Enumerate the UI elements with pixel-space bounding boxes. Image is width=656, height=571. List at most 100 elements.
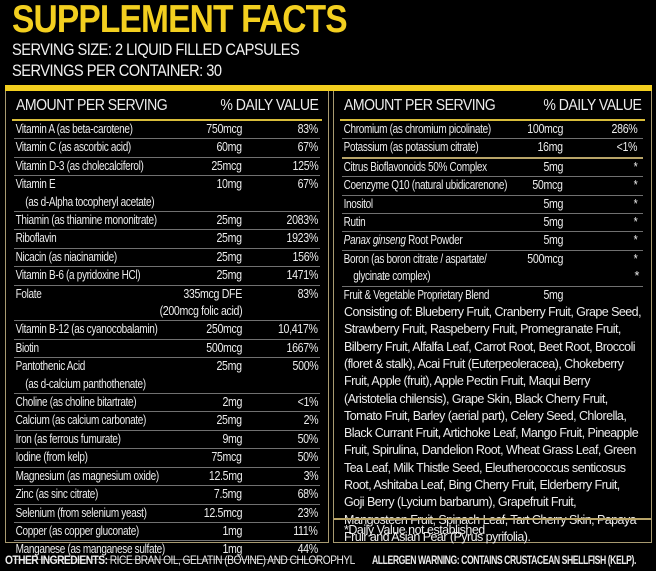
nutrient-amount: 25mg: [216, 213, 243, 228]
nutrient-name: Vitamin C (as ascorbic acid): [15, 140, 132, 155]
nutrient-name: Copper (as copper gluconate): [15, 523, 140, 538]
nutrient-daily-value: *: [633, 196, 637, 211]
column-header: AMOUNT PER SERVING % DAILY VALUE: [16, 97, 319, 119]
nutrient-amount: 5mg: [543, 159, 563, 174]
nutrient-name-detail: (as d-calcium panthothenate): [25, 376, 146, 391]
nutrient-name: Vitamin E: [15, 177, 56, 192]
nutrient-daily-value: 1923%: [286, 231, 319, 246]
nutrient-row: Folate 335mcg DFE (200mcg folic acid) 83%: [14, 286, 320, 322]
nutrient-amount: 250mcg: [206, 322, 242, 337]
nutrient-daily-value: 50%: [297, 450, 319, 465]
nutrient-row: Vitamin E (as d-Alpha tocopheryl acetate)…: [14, 176, 320, 213]
nutrient-amount: 12.5mg: [208, 468, 243, 483]
nutrient-row: Rutin 5mg *: [342, 214, 643, 233]
nutrient-amount: 5mg: [543, 215, 563, 230]
nutrient-amount: 335mcg DFE: [183, 286, 242, 301]
nutrient-name: Iron (as ferrous fumurate): [15, 431, 121, 446]
nutrient-daily-value: 1471%: [286, 268, 319, 283]
nutrient-row: Calcium (as calcium carbonate) 25mg 2%: [14, 412, 320, 431]
nutrient-row: Panax ginseng Root Powder 5mg *: [342, 232, 643, 251]
nutrient-name: Boron (as boron citrate / aspartate/: [343, 251, 487, 266]
page-title: SUPPLEMENT FACTS: [12, 0, 348, 41]
nutrient-amount: 750mcg: [206, 122, 242, 136]
nutrient-amount: 1mg: [222, 542, 242, 557]
nutrient-amount: 25mg: [216, 249, 243, 264]
nutrient-amount: 2mg: [222, 395, 242, 410]
nutrient-row: Nicacin (as niacinamide) 25mg 156%: [14, 249, 320, 268]
nutrient-amount: 7.5mg: [214, 487, 242, 502]
nutrient-amount: 25mg: [216, 231, 243, 246]
nutrient-amount: 10mg: [216, 177, 243, 192]
nutrient-daily-value: 68%: [297, 487, 319, 502]
nutrient-daily-value: 3%: [303, 468, 318, 483]
nutrient-name: Selenium (from selenium yeast): [15, 505, 147, 520]
nutrient-amount: 500mcg: [527, 251, 563, 266]
nutrient-amount: 500mcg: [206, 340, 242, 355]
nutrient-row: Manganese (as manganese sulfate) 1mg 44%: [14, 541, 320, 560]
nutrient-row: Magnesium (as magnesium oxide) 12.5mg 3%: [14, 468, 320, 487]
nutrient-name: Iodine (from kelp): [15, 450, 88, 465]
nutrient-amount: 100mcg: [527, 122, 563, 136]
nutrient-name: Vitamin B-6 (a pyridoxine HCl): [15, 268, 141, 283]
nutrient-name: Magnesium (as magnesium oxide): [15, 468, 160, 483]
footnote-divider: [334, 518, 651, 520]
header-divider: [5, 85, 652, 91]
nutrient-row: Riboflavin 25mg 1923%: [14, 230, 320, 249]
nutrient-name: Manganese (as manganese sulfate): [15, 542, 166, 557]
column-header: AMOUNT PER SERVING % DAILY VALUE: [344, 97, 642, 119]
nutrient-amount: 5mg: [543, 196, 563, 211]
nutrient-row: Vitamin A (as beta-carotene) 750mcg 83%: [14, 121, 320, 140]
nutrient-amount: 16mg: [537, 140, 564, 155]
nutrient-amount-detail: (200mcg folic acid): [159, 304, 242, 319]
nutrient-daily-value: *: [633, 178, 637, 193]
nutrient-row: Thiamin (as thiamine mononitrate) 25mg 208…: [14, 212, 320, 231]
other-ingredients-text: RICE BRAN OIL, GELATIN (BOVINE) AND CHLO…: [107, 553, 356, 567]
nutrient-daily-value: 286%: [611, 122, 637, 136]
nutrient-row: Biotin 500mcg 1667%: [14, 340, 320, 359]
header-line: [12, 119, 322, 121]
nutrient-amount: 1mg: [222, 523, 242, 538]
nutrient-row: Coenzyme Q10 (natural ubidicarenone) 50mc…: [342, 177, 643, 196]
nutrient-row: Vitamin D-3 (as cholecalciferol) 25mcg 125…: [14, 158, 320, 177]
nutrient-daily-value: 44%: [297, 542, 319, 557]
nutrient-daily-value: 10,417%: [278, 322, 318, 337]
amount-header: AMOUNT PER SERVING: [16, 97, 168, 114]
other-ingredients-label: OTHER INGREDIENTS:: [5, 553, 108, 567]
nutrient-daily-value: 67%: [297, 177, 319, 192]
nutrient-name: Zinc (as sinc citrate): [15, 487, 99, 502]
nutrient-row: Vitamin B-6 (a pyridoxine HCl) 25mg 1471%: [14, 267, 320, 286]
nutrient-name: Calcium (as calcium carbonate): [15, 413, 147, 428]
nutrient-name: Thiamin (as thiamine mononitrate): [15, 213, 157, 228]
left-facts-panel: AMOUNT PER SERVING % DAILY VALUE Vitamin…: [5, 91, 329, 560]
nutrient-row: Iodine (from kelp) 75mcg 50%: [14, 449, 320, 468]
nutrient-row: Potassium (as potassium citrate) 16mg <1%: [342, 139, 643, 159]
nutrient-amount: 75mcg: [211, 450, 243, 465]
nutrient-row: Vitamin B-12 (as cyanocobalamin) 250mcg 10…: [14, 321, 320, 340]
nutrient-amount: 12.5mcg: [203, 505, 243, 520]
nutrient-name: Potassium (as potassium citrate): [343, 140, 479, 155]
nutrient-amount: 25mcg: [211, 158, 243, 173]
nutrient-amount: 60mg: [216, 140, 243, 155]
nutrient-row: Pantothenic Acid (as d-calcium panthothen…: [14, 358, 320, 395]
nutrient-name: Vitamin D-3 (as cholecalciferol): [15, 158, 144, 173]
dv-header: % DAILY VALUE: [542, 97, 642, 114]
nutrient-daily-value: <1%: [616, 140, 637, 155]
nutrient-name-detail: (as d-Alpha tocopheryl acetate): [25, 194, 155, 209]
serving-size: SERVING SIZE: 2 LIQUID FILLED CAPSULES: [12, 40, 300, 59]
nutrient-daily-value: 125%: [292, 158, 318, 173]
nutrient-name: Citrus Bioflavonoids 50% Complex: [343, 159, 487, 174]
nutrient-row: Zinc (as sinc citrate) 7.5mg 68%: [14, 486, 320, 505]
nutrient-amount: 5mg: [543, 233, 563, 248]
nutrient-row: Iron (as ferrous fumurate) 9mg 50%: [14, 431, 320, 450]
nutrient-row: Chromium (as chromium picolinate) 100mcg 2…: [342, 121, 643, 140]
nutrient-amount: 25mg: [216, 413, 243, 428]
blend-name: Fruit & Vegetable Proprietary Blend: [343, 287, 490, 302]
blend-row: Fruit & Vegetable Proprietary Blend 5mg: [342, 287, 643, 304]
nutrient-daily-value: 83%: [297, 286, 319, 301]
nutrient-daily-value: <1%: [297, 395, 318, 410]
nutrient-daily-value: 67%: [297, 140, 319, 155]
nutrient-daily-value: 1667%: [286, 340, 319, 355]
nutrient-name: Rutin: [343, 215, 366, 230]
nutrient-name: Panax ginseng Root Powder: [342, 232, 463, 249]
nutrient-daily-value: 156%: [292, 249, 318, 264]
